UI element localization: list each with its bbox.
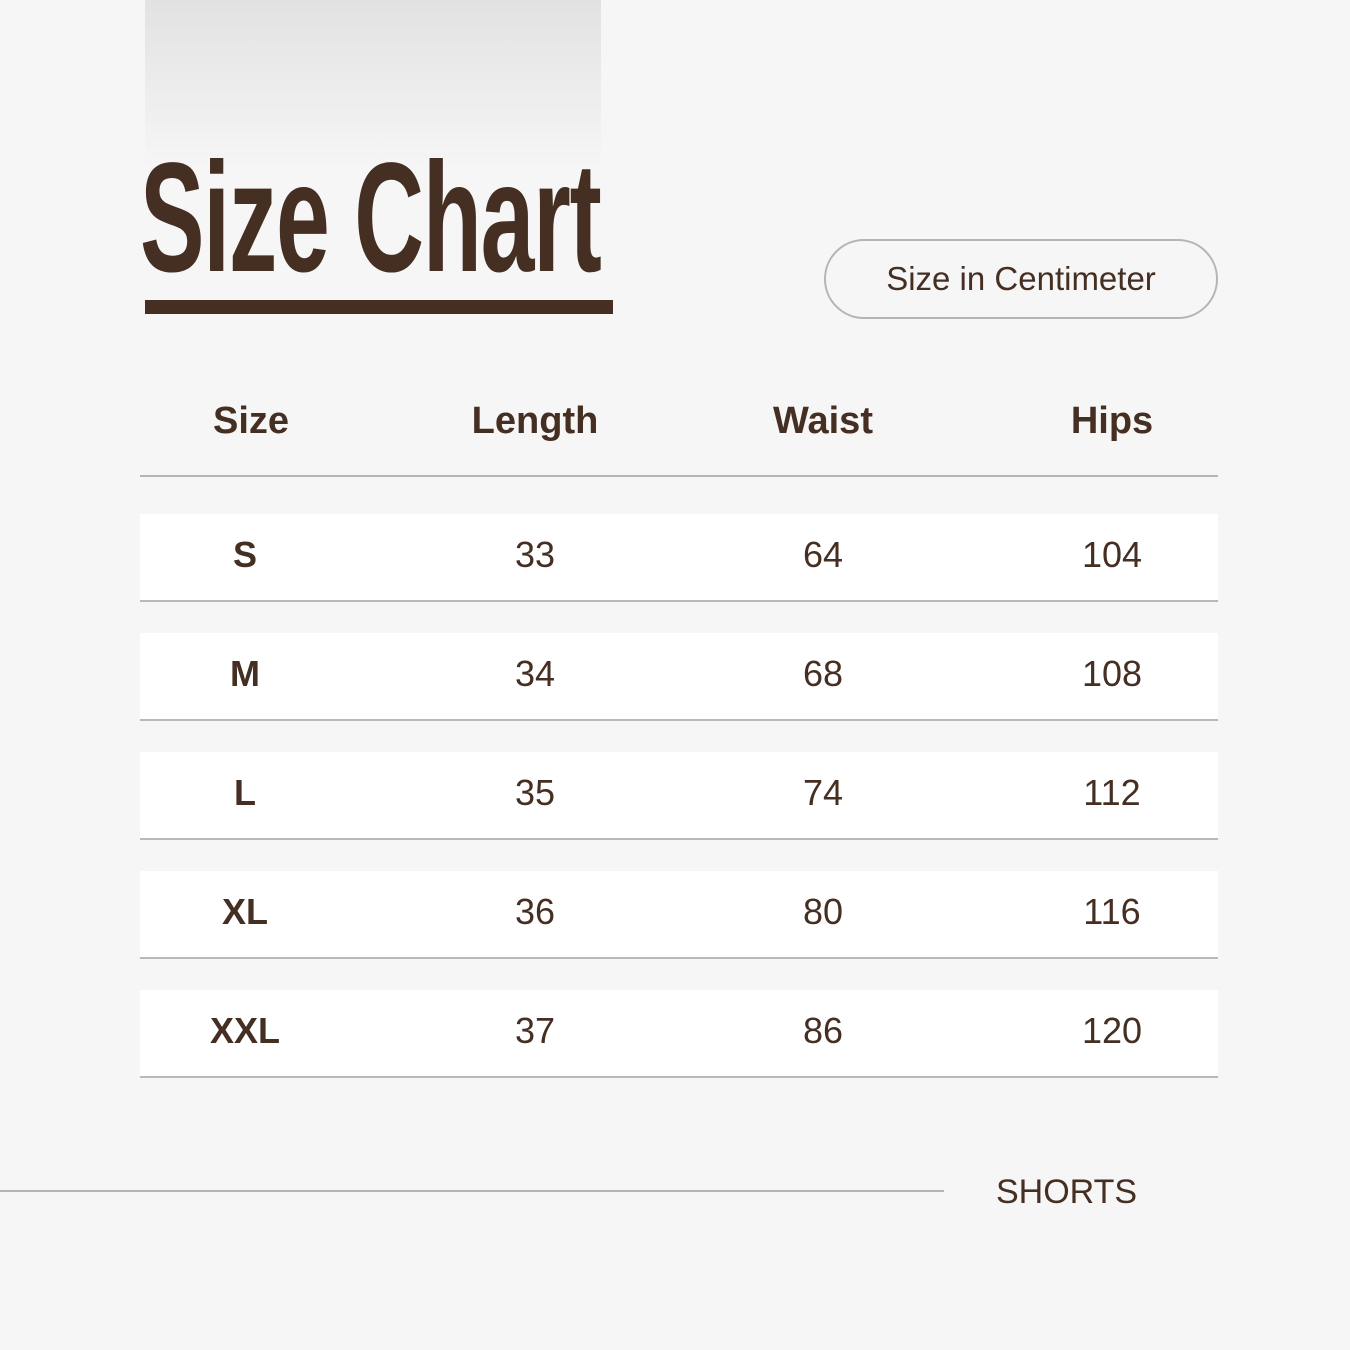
table-header: Size Length Waist Hips [0,400,1350,450]
hips-cell: 112 [1083,772,1141,813]
waist-cell: 86 [802,1010,844,1051]
size-cell: XXL [209,1010,280,1051]
size-cell: L [234,772,256,813]
table-row: XL 36 80 116 [140,871,1218,959]
length-cell: 36 [514,891,556,932]
header-hips: Hips [1070,400,1154,442]
length-cell: 35 [514,772,556,813]
hips-cell: 108 [1081,653,1143,694]
header-divider [140,475,1218,477]
size-cell: S [232,534,257,575]
size-cell: XL [221,891,268,932]
footer-divider [0,1190,944,1192]
table-row: S 33 64 104 [140,514,1218,602]
table-row: XXL 37 86 120 [140,990,1218,1078]
page-title: Size Chart [140,131,602,305]
hips-cell: 116 [1083,891,1141,932]
length-cell: 34 [514,653,556,694]
size-cell: M [230,653,260,694]
waist-cell: 74 [802,772,844,813]
length-cell: 37 [514,1010,556,1051]
table-row: M 34 68 108 [140,633,1218,721]
header-size: Size [212,400,290,442]
length-cell: 33 [514,534,556,575]
hips-cell: 104 [1081,534,1143,575]
waist-cell: 64 [802,534,844,575]
hips-cell: 120 [1081,1010,1143,1051]
product-category: SHORTS [996,1173,1138,1211]
unit-badge: Size in Centimeter [824,239,1218,319]
decorative-gradient-block [145,0,601,170]
header-waist: Waist [773,400,873,442]
header-length: Length [471,400,599,442]
waist-cell: 80 [802,891,844,932]
table-row: L 35 74 112 [140,752,1218,840]
waist-cell: 68 [802,653,844,694]
title-underline [145,300,613,314]
